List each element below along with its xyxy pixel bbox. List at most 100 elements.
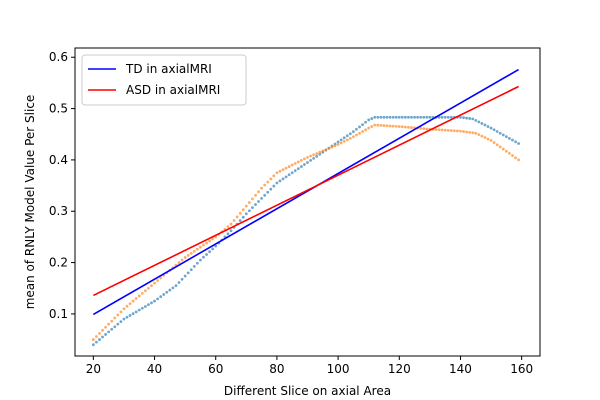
scatter-point — [492, 128, 496, 132]
scatter-point — [180, 258, 184, 262]
scatter-point — [495, 130, 499, 133]
scatter-point — [385, 124, 389, 128]
plot-frame — [74, 47, 541, 357]
scatter-point — [495, 143, 499, 147]
scatter-point — [422, 127, 426, 130]
scatter-point — [483, 123, 487, 127]
series-line-1 — [92, 68, 519, 316]
scatter-point — [474, 118, 478, 122]
scatter-point — [394, 115, 398, 119]
scatter-point — [113, 316, 117, 320]
scatter-point — [318, 150, 322, 154]
scatter-point — [379, 115, 383, 119]
scatter-point — [498, 131, 502, 135]
y-tick-label: 0.4 — [49, 153, 68, 167]
scatter-point — [189, 251, 193, 255]
scatter-point — [361, 130, 364, 133]
scatter-point — [266, 180, 270, 184]
scatter-point — [403, 115, 407, 119]
scatter-point — [508, 136, 511, 140]
scatter-point — [150, 301, 153, 305]
scatter-point — [345, 134, 349, 138]
scatter-point — [140, 291, 144, 295]
scatter-point — [355, 127, 358, 131]
scatter-point — [373, 115, 377, 119]
y-tick-label: 0.2 — [49, 256, 68, 270]
scatter-point — [101, 335, 104, 339]
scatter-point — [107, 322, 111, 326]
y-tick-label: 0.6 — [49, 50, 68, 64]
scatter-point — [511, 154, 514, 157]
scatter-point — [296, 160, 300, 164]
legend-label: ASD in axialMRI — [126, 83, 220, 97]
scatter-point — [333, 144, 337, 148]
scatter-point — [336, 143, 340, 146]
scatter-point — [364, 128, 368, 132]
scatter-point — [474, 131, 478, 135]
scatter-point — [358, 131, 361, 135]
scatter-point — [205, 241, 208, 245]
scatter-point — [171, 286, 175, 290]
scatter-point — [257, 190, 260, 194]
scatter-point — [486, 125, 490, 128]
scatter-point — [400, 125, 404, 129]
x-tick-label: 80 — [269, 362, 284, 376]
scatter-point — [468, 130, 472, 134]
scatter-point — [134, 297, 138, 300]
scatter-point — [254, 203, 257, 206]
legend-label: TD in axialMRI — [125, 62, 212, 76]
scatter-point — [459, 115, 462, 119]
scatter-point — [238, 211, 242, 215]
scatter-point — [143, 305, 147, 308]
scatter-point — [147, 286, 150, 290]
x-tick-label: 140 — [449, 362, 472, 376]
scatter-point — [186, 253, 190, 257]
scatter-point — [443, 128, 447, 132]
scatter-point — [202, 243, 205, 247]
y-axis-label: mean of RNLY Model Value Per Slice — [23, 95, 37, 310]
scatter-point — [318, 152, 322, 156]
scatter-point — [501, 133, 505, 137]
scatter-point — [361, 123, 364, 126]
scatter-point — [254, 193, 257, 197]
scatter-point — [449, 115, 453, 119]
scatter-point — [382, 124, 386, 127]
scatter-point — [174, 284, 178, 288]
scatter-point — [391, 115, 395, 119]
scatter-point — [244, 204, 248, 208]
scatter-point — [483, 136, 487, 139]
scatter-point — [241, 208, 245, 212]
scatter-point — [425, 127, 429, 131]
scatter-point — [116, 322, 120, 326]
scatter-point — [131, 312, 135, 316]
scatter-point — [489, 139, 493, 142]
scatter-point — [232, 219, 236, 222]
series-line-2 — [93, 85, 519, 297]
y-axis: 0.1 0.2 0.3 0.4 0.5 0.6 — [49, 50, 75, 321]
scatter-point — [269, 187, 273, 191]
scatter-point — [122, 307, 126, 311]
x-tick-label: 20 — [86, 362, 101, 376]
scatter-point — [456, 129, 459, 133]
scatter-point — [413, 115, 416, 119]
scatter-series-1 — [91, 115, 520, 347]
scatter-series-2 — [91, 123, 520, 341]
scatter-point — [376, 123, 380, 127]
scatter-point — [257, 200, 260, 203]
scatter-point — [309, 154, 312, 158]
scatter-point — [339, 141, 343, 145]
scatter-point — [260, 197, 264, 200]
scatter-point — [355, 133, 358, 137]
scatter-point — [501, 147, 505, 151]
scatter-point — [492, 141, 496, 144]
x-tick-label: 160 — [510, 362, 533, 376]
scatter-point — [342, 136, 346, 140]
scatter-point — [125, 315, 129, 319]
scatter-point — [394, 124, 398, 128]
scatter-point — [299, 159, 303, 162]
x-axis-label: Different Slice on axial Area — [224, 384, 391, 398]
scatter-point — [177, 261, 181, 264]
scatter-point — [468, 117, 472, 120]
scatter-point — [480, 122, 484, 125]
